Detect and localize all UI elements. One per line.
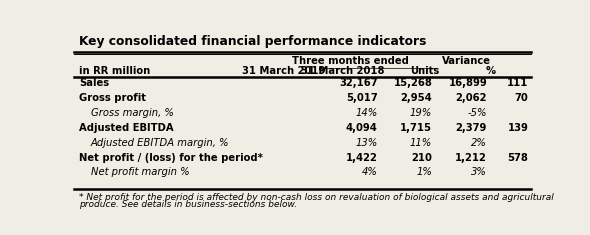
Text: 3%: 3%	[471, 167, 487, 177]
Text: 1,212: 1,212	[455, 153, 487, 163]
Text: 1,422: 1,422	[346, 153, 378, 163]
Text: 2%: 2%	[471, 138, 487, 148]
Text: Variance: Variance	[441, 56, 490, 66]
Text: in RR million: in RR million	[79, 66, 150, 76]
Text: 32,167: 32,167	[339, 78, 378, 88]
Text: 4%: 4%	[362, 167, 378, 177]
Text: 1,715: 1,715	[400, 123, 432, 133]
Text: Net profit / (loss) for the period*: Net profit / (loss) for the period*	[79, 153, 263, 163]
Text: produce. See details in business-sections below.: produce. See details in business-section…	[79, 200, 297, 209]
Text: 5,017: 5,017	[346, 93, 378, 103]
Text: 19%: 19%	[410, 108, 432, 118]
Text: 210: 210	[411, 153, 432, 163]
Text: 11%: 11%	[410, 138, 432, 148]
Text: 13%: 13%	[356, 138, 378, 148]
Text: 15,268: 15,268	[394, 78, 432, 88]
Text: Units: Units	[410, 66, 439, 76]
Text: 70: 70	[514, 93, 528, 103]
Text: Key consolidated financial performance indicators: Key consolidated financial performance i…	[79, 35, 427, 48]
Text: Sales: Sales	[79, 78, 109, 88]
Text: 4,094: 4,094	[346, 123, 378, 133]
Text: %: %	[486, 66, 496, 76]
Text: 2,954: 2,954	[401, 93, 432, 103]
Text: 578: 578	[507, 153, 528, 163]
Text: Gross profit: Gross profit	[79, 93, 146, 103]
Text: 111: 111	[507, 78, 528, 88]
Text: -5%: -5%	[468, 108, 487, 118]
Text: * Net profit for the period is affected by non-cash loss on revaluation of biolo: * Net profit for the period is affected …	[79, 192, 554, 201]
Text: 1%: 1%	[417, 167, 432, 177]
Text: Net profit margin %: Net profit margin %	[91, 167, 189, 177]
Text: Three months ended: Three months ended	[292, 56, 409, 66]
Text: 31 March 2018: 31 March 2018	[301, 66, 385, 76]
Text: Gross margin, %: Gross margin, %	[91, 108, 173, 118]
Text: 16,899: 16,899	[448, 78, 487, 88]
Text: 2,062: 2,062	[455, 93, 487, 103]
Text: Adjusted EBITDA: Adjusted EBITDA	[79, 123, 174, 133]
Text: 2,379: 2,379	[455, 123, 487, 133]
Text: 14%: 14%	[356, 108, 378, 118]
Text: 31 March 2019: 31 March 2019	[242, 66, 326, 76]
Text: Adjusted EBITDA margin, %: Adjusted EBITDA margin, %	[91, 138, 229, 148]
Text: 139: 139	[507, 123, 528, 133]
